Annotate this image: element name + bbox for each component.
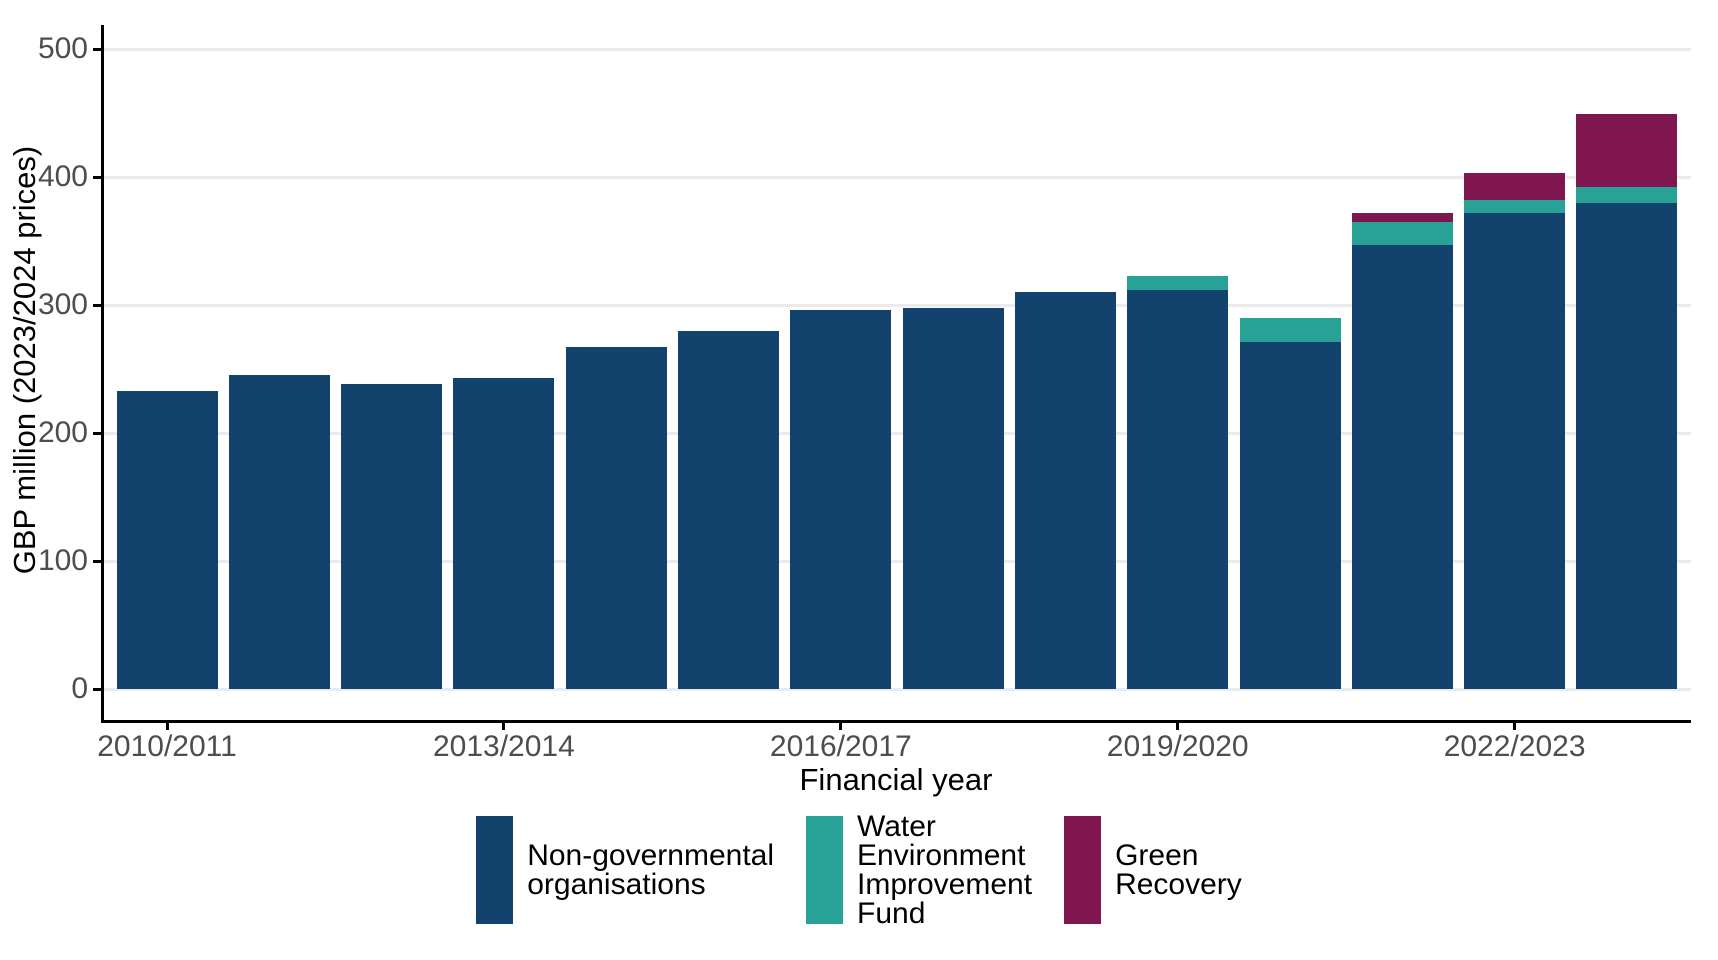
- gridline-y-200: [103, 431, 1691, 435]
- y-tick-mark-300: [93, 303, 101, 307]
- bar-segment-2023-2024-water-environment-improvement-fund: [1576, 187, 1678, 203]
- y-tick-label-300: 300: [37, 288, 88, 321]
- y-tick-label-0: 0: [71, 672, 88, 705]
- legend: Non-governmental organisations Water Env…: [0, 810, 1718, 930]
- bar-segment-2011-2012-non-governmental-organisations: [228, 375, 330, 689]
- bar-segment-2019-2020-non-governmental-organisations: [1127, 289, 1229, 689]
- gridline-y-500: [103, 47, 1691, 51]
- gridline-y-300: [103, 303, 1691, 307]
- bar-segment-2016-2017-non-governmental-organisations: [790, 310, 892, 689]
- gridline-y-100: [103, 559, 1691, 563]
- y-tick-label-100: 100: [37, 544, 88, 577]
- bar-segment-2022-2023-non-governmental-organisations: [1464, 212, 1566, 689]
- bar-segment-2015-2016-non-governmental-organisations: [678, 330, 779, 689]
- gridline-y-400: [103, 175, 1691, 179]
- legend-swatch-weif: [806, 816, 843, 924]
- legend-item-weif: Water Environment Improvement Fund: [806, 810, 1033, 930]
- x-tick-label-2010-2011: 2010/2011: [97, 730, 237, 763]
- legend-swatch-green-recovery: [1064, 816, 1102, 924]
- bar-segment-2022-2023-green-recovery: [1464, 173, 1566, 201]
- x-axis-line: [101, 720, 1691, 723]
- bar-segment-2021-2022-water-environment-improvement-fund: [1351, 221, 1453, 245]
- legend-item-green-recovery: Green Recovery: [1064, 816, 1242, 924]
- bar-segment-2012-2013-non-governmental-organisations: [341, 384, 443, 689]
- plot-panel: [103, 25, 1691, 722]
- bar-segment-2023-2024-non-governmental-organisations: [1576, 202, 1678, 689]
- gridline-y-0: [103, 687, 1691, 691]
- bar-segment-2021-2022-non-governmental-organisations: [1351, 244, 1453, 689]
- bar-segment-2019-2020-water-environment-improvement-fund: [1127, 275, 1229, 290]
- y-tick-mark-100: [93, 559, 101, 563]
- legend-swatch-ngo: [476, 816, 514, 924]
- x-tick-mark-2010-2011: [165, 722, 169, 730]
- y-axis-title: GBP million (2023/2024 prices): [7, 145, 42, 575]
- y-tick-mark-400: [93, 175, 101, 179]
- bar-segment-2023-2024-green-recovery: [1576, 114, 1678, 188]
- legend-item-ngo: Non-governmental organisations: [476, 816, 774, 924]
- y-tick-mark-500: [93, 47, 101, 51]
- bar-segment-2020-2021-non-governmental-organisations: [1239, 342, 1341, 689]
- y-tick-label-500: 500: [37, 32, 88, 65]
- x-axis-title: Financial year: [799, 762, 993, 797]
- y-tick-mark-0: [93, 687, 101, 691]
- bar-segment-2020-2021-water-environment-improvement-fund: [1239, 317, 1341, 343]
- bar-segment-2014-2015-non-governmental-organisations: [565, 347, 667, 689]
- x-tick-mark-2016-2017: [839, 722, 843, 730]
- bar-segment-2022-2023-water-environment-improvement-fund: [1464, 200, 1566, 213]
- x-tick-label-2019-2020: 2019/2020: [1106, 730, 1249, 763]
- y-axis-line: [101, 25, 104, 722]
- legend-label-weif: Water Environment Improvement Fund: [857, 810, 1033, 930]
- x-tick-mark-2013-2014: [502, 722, 506, 730]
- y-tick-label-200: 200: [37, 416, 88, 449]
- x-tick-label-2013-2014: 2013/2014: [432, 730, 575, 763]
- x-tick-mark-2022-2023: [1513, 722, 1517, 730]
- bar-segment-2017-2018-non-governmental-organisations: [902, 307, 1004, 689]
- y-tick-mark-200: [93, 431, 101, 435]
- x-tick-label-2016-2017: 2016/2017: [769, 730, 912, 763]
- x-tick-mark-2019-2020: [1176, 722, 1180, 730]
- legend-label-ngo: Non-governmental organisations: [527, 839, 774, 901]
- bar-segment-2013-2014-non-governmental-organisations: [453, 377, 555, 689]
- y-tick-label-400: 400: [37, 160, 88, 193]
- x-tick-label-2022-2023: 2022/2023: [1443, 730, 1586, 763]
- bar-segment-2010-2011-non-governmental-organisations: [116, 390, 218, 689]
- bar-segment-2021-2022-green-recovery: [1351, 212, 1453, 222]
- bar-segment-2018-2019-non-governmental-organisations: [1014, 292, 1116, 689]
- legend-label-green-recovery: Green Recovery: [1115, 839, 1242, 901]
